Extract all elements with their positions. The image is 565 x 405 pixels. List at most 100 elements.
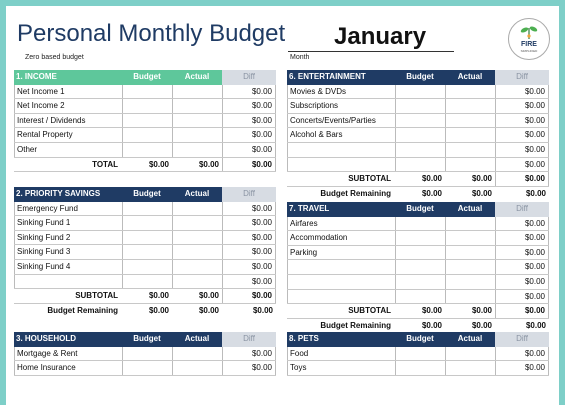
- category-label[interactable]: Other: [14, 142, 122, 157]
- category-label[interactable]: Interest / Dividends: [14, 113, 122, 128]
- actual-cell[interactable]: [445, 216, 495, 231]
- budget-cell[interactable]: [395, 231, 445, 245]
- budget-cell[interactable]: [395, 113, 445, 128]
- budget-cell[interactable]: [122, 346, 172, 361]
- budget-cell[interactable]: [395, 157, 445, 172]
- actual-cell[interactable]: [172, 230, 222, 245]
- actual-column-header: Actual: [457, 334, 483, 343]
- category-label[interactable]: [14, 274, 122, 289]
- actual-cell[interactable]: [172, 99, 222, 113]
- budget-cell[interactable]: [122, 201, 172, 216]
- category-label[interactable]: Rental Property: [14, 128, 122, 142]
- budget-cell[interactable]: [122, 230, 172, 245]
- actual-cell[interactable]: [172, 274, 222, 289]
- budget-cell[interactable]: [395, 245, 445, 260]
- section-header: 2. PRIORITY SAVINGS Budget Actual Diff: [14, 187, 276, 202]
- section-title: 2. PRIORITY SAVINGS: [16, 189, 101, 198]
- actual-cell[interactable]: [172, 142, 222, 157]
- actual-cell[interactable]: [172, 201, 222, 216]
- logo-text: FIRE: [521, 41, 537, 48]
- category-label[interactable]: Sinking Fund 3: [14, 245, 122, 259]
- budget-cell[interactable]: [122, 245, 172, 259]
- category-label[interactable]: [287, 260, 395, 274]
- budget-cell[interactable]: [395, 346, 445, 361]
- actual-cell[interactable]: [172, 245, 222, 259]
- budget-cell[interactable]: [395, 142, 445, 157]
- actual-cell[interactable]: [172, 361, 222, 375]
- budget-cell[interactable]: [122, 259, 172, 274]
- actual-cell[interactable]: [445, 142, 495, 157]
- budget-cell[interactable]: [122, 274, 172, 289]
- actual-cell[interactable]: [172, 128, 222, 142]
- table-row: Other $0.00: [14, 142, 276, 158]
- subtotal-diff: $0.00: [495, 304, 549, 318]
- category-label[interactable]: [287, 274, 395, 289]
- actual-cell[interactable]: [445, 346, 495, 361]
- budget-cell[interactable]: [395, 99, 445, 113]
- actual-column-header: Actual: [184, 72, 210, 81]
- section-title: 6. ENTERTAINMENT: [289, 72, 366, 81]
- category-label[interactable]: Subscriptions: [287, 99, 395, 113]
- budget-remaining-label: Budget Remaining: [320, 188, 391, 198]
- actual-cell[interactable]: [445, 361, 495, 375]
- category-label[interactable]: Sinking Fund 1: [14, 216, 122, 230]
- actual-cell[interactable]: [172, 259, 222, 274]
- category-label[interactable]: Toys: [287, 361, 395, 375]
- actual-cell[interactable]: [445, 274, 495, 289]
- category-label[interactable]: [287, 142, 395, 157]
- budget-cell[interactable]: [122, 142, 172, 157]
- category-label[interactable]: Net Income 1: [14, 84, 122, 99]
- category-label[interactable]: Alcohol & Bars: [287, 128, 395, 142]
- total-actual: $0.00: [198, 159, 219, 169]
- section-travel: 7. TRAVEL Budget Actual Diff Airfares $0…: [287, 202, 549, 333]
- budget-cell[interactable]: [395, 84, 445, 99]
- budget-cell[interactable]: [122, 113, 172, 128]
- category-label[interactable]: Sinking Fund 4: [14, 259, 122, 274]
- category-label[interactable]: Parking: [287, 245, 395, 260]
- diff-cell: $0.00: [495, 216, 549, 231]
- actual-cell[interactable]: [445, 231, 495, 245]
- budget-cell[interactable]: [395, 361, 445, 375]
- category-label[interactable]: [287, 157, 395, 172]
- budget-cell[interactable]: [395, 216, 445, 231]
- actual-cell[interactable]: [172, 113, 222, 128]
- actual-cell[interactable]: [445, 245, 495, 260]
- table-row: Interest / Dividends $0.00: [14, 113, 276, 129]
- table-row: Sinking Fund 3 $0.00: [14, 245, 276, 260]
- budget-cell[interactable]: [395, 260, 445, 274]
- category-label[interactable]: Net Income 2: [14, 99, 122, 113]
- budget-cell[interactable]: [122, 128, 172, 142]
- actual-cell[interactable]: [172, 216, 222, 230]
- budget-cell[interactable]: [395, 128, 445, 142]
- month-value[interactable]: January: [334, 23, 427, 50]
- budget-cell[interactable]: [395, 274, 445, 289]
- budget-cell[interactable]: [122, 216, 172, 230]
- actual-cell[interactable]: [445, 99, 495, 113]
- budget-column-header: Budget: [133, 72, 161, 81]
- budget-cell[interactable]: [122, 84, 172, 99]
- category-label[interactable]: Mortgage & Rent: [14, 346, 122, 361]
- actual-cell[interactable]: [445, 84, 495, 99]
- category-label[interactable]: Emergency Fund: [14, 201, 122, 216]
- category-label[interactable]: Food: [287, 346, 395, 361]
- category-label[interactable]: Accommodation: [287, 231, 395, 245]
- actual-cell[interactable]: [445, 157, 495, 172]
- category-label[interactable]: Airfares: [287, 216, 395, 231]
- category-label[interactable]: [287, 289, 395, 304]
- section-title: 7. TRAVEL: [289, 204, 330, 213]
- category-label[interactable]: Home Insurance: [14, 361, 122, 375]
- category-label[interactable]: Concerts/Events/Parties: [287, 113, 395, 128]
- category-label[interactable]: Sinking Fund 2: [14, 230, 122, 245]
- subtotal-diff: $0.00: [495, 172, 549, 186]
- actual-cell[interactable]: [172, 346, 222, 361]
- budget-cell[interactable]: [122, 99, 172, 113]
- actual-cell[interactable]: [445, 128, 495, 142]
- actual-cell[interactable]: [445, 289, 495, 304]
- category-label[interactable]: Movies & DVDs: [287, 84, 395, 99]
- budget-cell[interactable]: [122, 361, 172, 375]
- actual-cell[interactable]: [445, 260, 495, 274]
- budget-cell[interactable]: [395, 289, 445, 304]
- actual-cell[interactable]: [445, 113, 495, 128]
- actual-cell[interactable]: [172, 84, 222, 99]
- subtotal-label: SUBTOTAL: [348, 306, 391, 316]
